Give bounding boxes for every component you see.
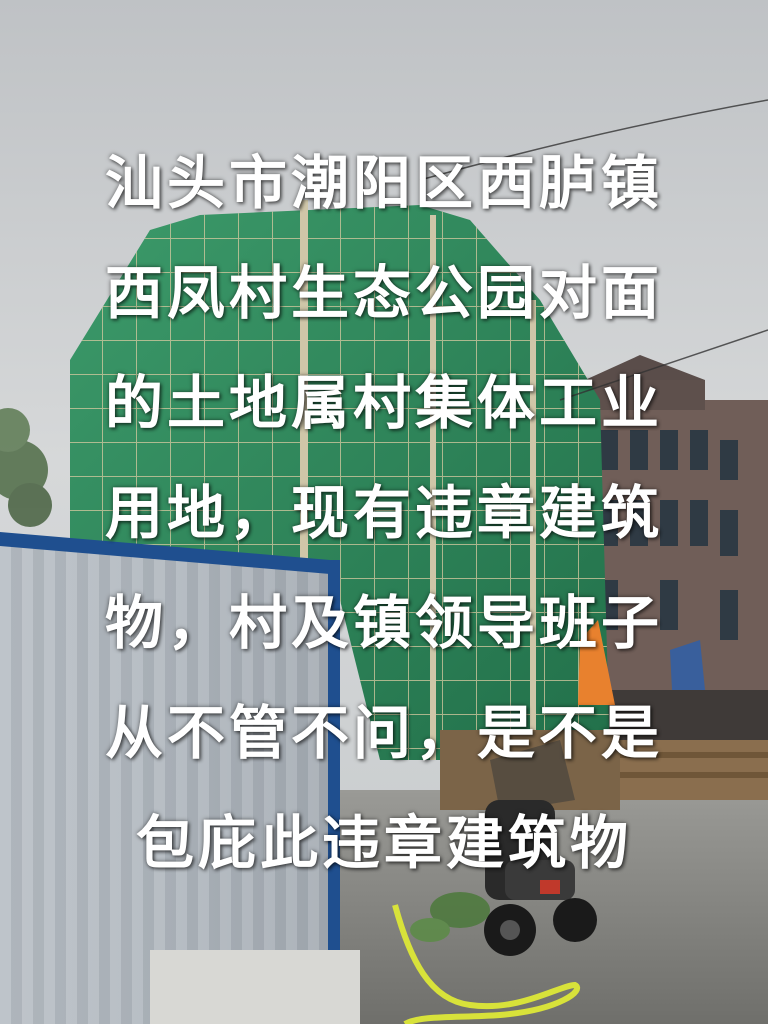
caption-line-7: 包庇此违章建筑物 xyxy=(135,809,632,877)
yellow-hose xyxy=(392,904,580,1024)
caption-line-3: 的土地属村集体工业 xyxy=(104,369,663,437)
caption-line-6: 从不管不问，是不是 xyxy=(104,699,663,767)
caption-line-4: 用地，现有违章建筑 xyxy=(104,479,663,547)
scaffold-building xyxy=(70,200,610,760)
stacked-planks xyxy=(600,740,768,800)
tree-left xyxy=(0,408,52,527)
caption-line-2: 西凤村生态公园对面 xyxy=(104,259,663,327)
metal-fence xyxy=(0,532,360,1024)
caption-overlay: 汕头市潮阳区西胪镇 西凤村生态公园对面 的土地属村集体工业 用地，现有违章建筑 … xyxy=(0,128,768,908)
orange-tarp xyxy=(578,620,615,705)
power-lines xyxy=(419,99,768,401)
plants xyxy=(410,892,490,942)
blue-tarp xyxy=(670,640,705,690)
caption-line-1: 汕头市潮阳区西胪镇 xyxy=(104,149,663,217)
caption-line-5: 物，村及镇领导班子 xyxy=(104,589,663,657)
scooter-icon xyxy=(484,740,597,956)
